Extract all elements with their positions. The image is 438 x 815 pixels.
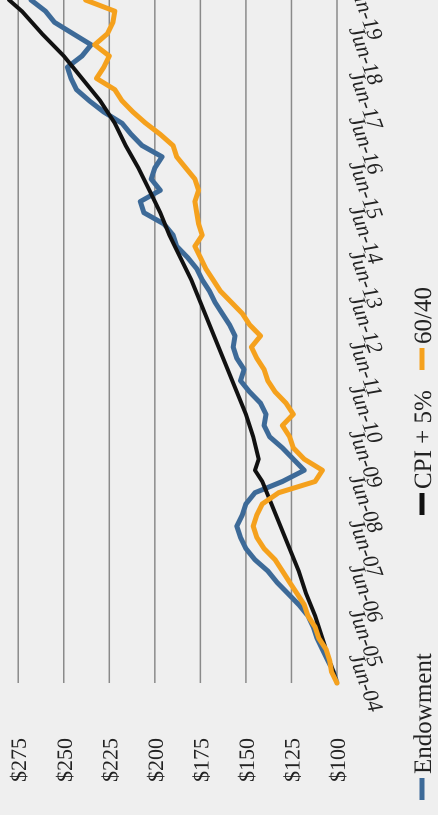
legend: Endowment CPI + 5% 60/40 [410, 287, 437, 800]
series-line-cpi-5- [7, 0, 339, 685]
value-tick-label: $150 [234, 738, 259, 782]
value-axis-tick-labels: $100 $125 $150 $175 $200 $225 $250 $275 [6, 738, 350, 782]
value-tick-label: $275 [6, 738, 31, 782]
value-tick-label: $200 [143, 738, 168, 782]
value-tick-label: $100 [325, 738, 350, 782]
legend-label-cpi-5-: CPI + 5% [410, 390, 437, 489]
series-lines [7, 0, 340, 686]
series-line-60-40 [83, 0, 340, 686]
legend-label-endowment: Endowment [410, 653, 437, 774]
value-tick-label: $125 [279, 738, 304, 782]
value-tick-label: $175 [188, 738, 213, 782]
value-tick-label: $250 [52, 738, 77, 782]
date-axis-tick-labels: Jun-04Jun-05Jun-06Jun-07Jun-08Jun-09Jun-… [344, 0, 389, 715]
legend-label-60-40: 60/40 [410, 287, 437, 344]
value-tick-label: $225 [97, 738, 122, 782]
